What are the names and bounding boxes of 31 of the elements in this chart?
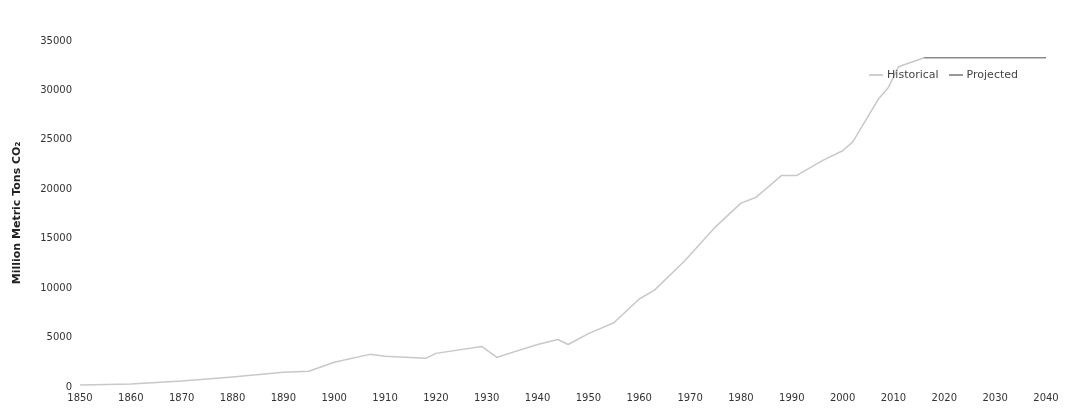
- x-tick-label: 2020: [931, 392, 958, 404]
- y-tick-label: 5000: [46, 331, 72, 343]
- x-tick-label: 1930: [474, 392, 500, 404]
- x-tick-label: 1890: [270, 392, 297, 404]
- x-tick-label: 1850: [67, 392, 93, 404]
- y-tick-label: 15000: [40, 232, 72, 244]
- legend-label: Projected: [966, 68, 1018, 81]
- legend-label: Historical: [887, 68, 939, 81]
- x-tick-label: 1990: [779, 392, 805, 404]
- x-tick-label: 1950: [575, 392, 602, 404]
- x-tick-label: 1980: [728, 392, 754, 404]
- x-tick-label: 1900: [321, 392, 347, 404]
- x-tick-label: 2000: [829, 392, 856, 404]
- x-tick-label: 1880: [219, 392, 246, 404]
- y-axis-title: Million Metric Tons CO₂: [9, 141, 23, 285]
- y-tick-label: 10000: [40, 281, 72, 293]
- x-tick-label: 2040: [1033, 392, 1059, 404]
- y-tick-label: 0: [65, 380, 72, 392]
- x-tick-label: 1940: [524, 392, 551, 404]
- x-tick-label: 1920: [423, 392, 449, 404]
- x-tick-label: 1870: [168, 392, 195, 404]
- x-tick-label: 1970: [677, 392, 703, 404]
- x-tick-label: 2010: [880, 392, 907, 404]
- y-tick-label: 35000: [40, 34, 72, 46]
- y-tick-label: 30000: [40, 83, 72, 95]
- x-tick-label: 1910: [372, 392, 398, 404]
- y-tick-label: 20000: [40, 182, 72, 194]
- x-tick-label: 2030: [982, 392, 1008, 404]
- y-tick-label: 25000: [40, 133, 72, 145]
- x-tick-label: 1960: [626, 392, 652, 404]
- x-tick-label: 1860: [118, 392, 144, 404]
